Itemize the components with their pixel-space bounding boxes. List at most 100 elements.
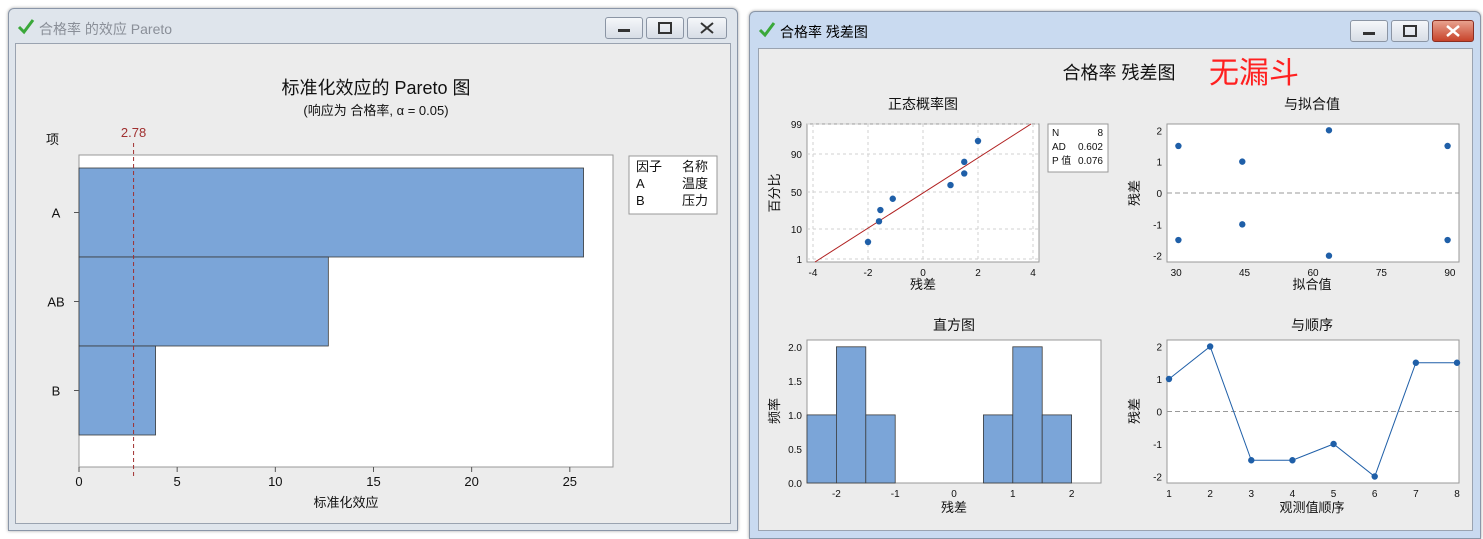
y-tick-label: 2.0 xyxy=(788,343,802,354)
minimize-button[interactable] xyxy=(1350,20,1388,42)
histogram-xlabel: 残差 xyxy=(941,500,967,515)
histogram-title: 直方图 xyxy=(933,317,975,333)
y-tick-label: -2 xyxy=(1153,252,1162,263)
stats-ad-label: AD xyxy=(1052,142,1066,153)
pareto-window-titlebar[interactable]: 合格率 的效应 Pareto xyxy=(9,9,737,43)
x-tick-label: 30 xyxy=(1171,268,1183,279)
minimize-button[interactable] xyxy=(605,17,643,39)
order-point xyxy=(1330,440,1337,448)
y-tick-label: 50 xyxy=(791,188,803,199)
x-tick-label: -2 xyxy=(832,489,841,500)
y-tick-label: 99 xyxy=(791,120,803,131)
stats-ad-value: 0.602 xyxy=(1078,142,1103,153)
x-tick-label: 7 xyxy=(1413,489,1419,500)
histogram-ylabel: 频率 xyxy=(767,398,782,424)
y-tick-label: 0 xyxy=(1156,408,1162,419)
reference-line-label: 2.78 xyxy=(121,125,146,140)
annotation-text: 无漏斗 xyxy=(1209,57,1299,90)
stats-n-label: N xyxy=(1052,128,1059,139)
y-tick-label: 0 xyxy=(1156,189,1162,200)
pareto-chart: 标准化效应的 Pareto 图 (响应为 合格率, α = 0.05) 项 A A… xyxy=(16,44,730,523)
x-tick-label: 45 xyxy=(1239,268,1251,279)
order-point xyxy=(1412,359,1420,366)
fitted-ylabel: 残差 xyxy=(1127,180,1142,206)
order-plot-title: 与顺序 xyxy=(1291,317,1333,333)
maximize-button[interactable] xyxy=(1391,20,1429,42)
x-tick-label: 4 xyxy=(1290,489,1296,500)
legend-name-a: 温度 xyxy=(682,176,708,191)
maximize-button[interactable] xyxy=(646,17,684,39)
y-tick-label: 1.5 xyxy=(788,377,802,388)
fitted-point xyxy=(1239,158,1246,165)
x-tick-label: 15 xyxy=(366,474,380,489)
y-tick-label: 1 xyxy=(1156,158,1162,169)
histogram-bar xyxy=(1012,346,1043,484)
fitted-point xyxy=(1239,221,1246,228)
x-tick-label: 8 xyxy=(1454,489,1460,500)
fitted-point xyxy=(1175,236,1182,244)
x-tick-label: -4 xyxy=(809,268,818,279)
window-title: 合格率 的效应 Pareto xyxy=(39,21,173,37)
legend-box xyxy=(628,155,718,215)
normal-plot-title: 正态概率图 xyxy=(888,96,958,112)
histogram-bar xyxy=(865,414,896,484)
normal-point xyxy=(974,137,982,145)
x-tick-label: 2 xyxy=(975,268,981,279)
pareto-category-label: B xyxy=(52,384,61,399)
normal-point xyxy=(947,181,954,189)
histogram-bar xyxy=(836,346,867,484)
y-tick-label: 0.5 xyxy=(788,445,802,456)
fitted-point xyxy=(1444,236,1451,244)
normal-point xyxy=(889,195,896,202)
main-title: 合格率 残差图 xyxy=(1062,63,1175,83)
legend-name-b: 压力 xyxy=(682,193,708,208)
x-tick-label: 25 xyxy=(563,474,577,489)
maximize-icon xyxy=(658,22,672,34)
histogram-bar xyxy=(982,414,1014,484)
y-tick-label: 0.0 xyxy=(788,479,802,490)
legend-header-name: 名称 xyxy=(682,159,708,174)
y-tick-label: 2 xyxy=(1156,126,1162,137)
close-button[interactable] xyxy=(687,17,727,39)
chart-subtitle: (响应为 合格率, α = 0.05) xyxy=(303,103,448,118)
pareto-window[interactable]: 合格率 的效应 Pareto 标准化效应的 Pareto 图 (响应为 合格率,… xyxy=(8,8,738,531)
x-tick-label: 5 xyxy=(174,474,181,489)
residual-charts: 合格率 残差图 无漏斗 正态概率图 与拟合值 直方图 与顺序 N 8 AD 0.… xyxy=(759,49,1472,530)
order-xlabel: 观测值顺序 xyxy=(1279,500,1344,515)
normal-point xyxy=(877,206,884,214)
stats-p-label: P 值 xyxy=(1052,154,1071,167)
x-tick-label: 75 xyxy=(1376,268,1388,279)
chart-title: 标准化效应的 Pareto 图 xyxy=(281,78,470,98)
order-point xyxy=(1165,375,1173,383)
minimize-icon xyxy=(618,29,630,32)
residual-window[interactable]: 合格率 残差图 合格率 残差图 无漏斗 正态概率图 与拟合值 直方图 与顺序 xyxy=(749,11,1481,539)
order-point xyxy=(1248,457,1255,464)
stats-p-value: 0.076 xyxy=(1078,156,1103,167)
fitted-point xyxy=(1444,142,1451,150)
residual-window-titlebar[interactable]: 合格率 残差图 xyxy=(750,12,1480,46)
stats-n-value: 8 xyxy=(1097,128,1103,139)
x-tick-label: 0 xyxy=(951,489,957,500)
y-tick-label: 10 xyxy=(791,225,803,236)
x-axis-label: 标准化效应 xyxy=(313,495,378,510)
x-tick-label: 6 xyxy=(1372,489,1378,500)
pareto-bar-a xyxy=(78,167,584,258)
check-icon xyxy=(17,19,35,35)
order-point xyxy=(1371,473,1378,480)
close-button[interactable] xyxy=(1432,20,1474,42)
x-tick-label: 1 xyxy=(1010,489,1016,500)
histogram-bar xyxy=(1041,414,1073,484)
y-tick-label: -1 xyxy=(1153,440,1162,451)
normal-point xyxy=(961,170,968,177)
x-tick-label: 60 xyxy=(1307,268,1319,279)
residual-chart-area: 合格率 残差图 无漏斗 正态概率图 与拟合值 直方图 与顺序 N 8 AD 0.… xyxy=(758,48,1473,531)
x-tick-label: 0 xyxy=(920,268,926,279)
window-title: 合格率 残差图 xyxy=(780,24,868,40)
legend-factor-a: A xyxy=(636,176,645,191)
order-point xyxy=(1206,343,1214,350)
y-tick-label: 1 xyxy=(1156,375,1162,386)
x-tick-label: 5 xyxy=(1331,489,1337,500)
order-point xyxy=(1289,457,1296,464)
x-tick-label: 3 xyxy=(1249,489,1255,500)
y-header: 项 xyxy=(46,132,59,147)
